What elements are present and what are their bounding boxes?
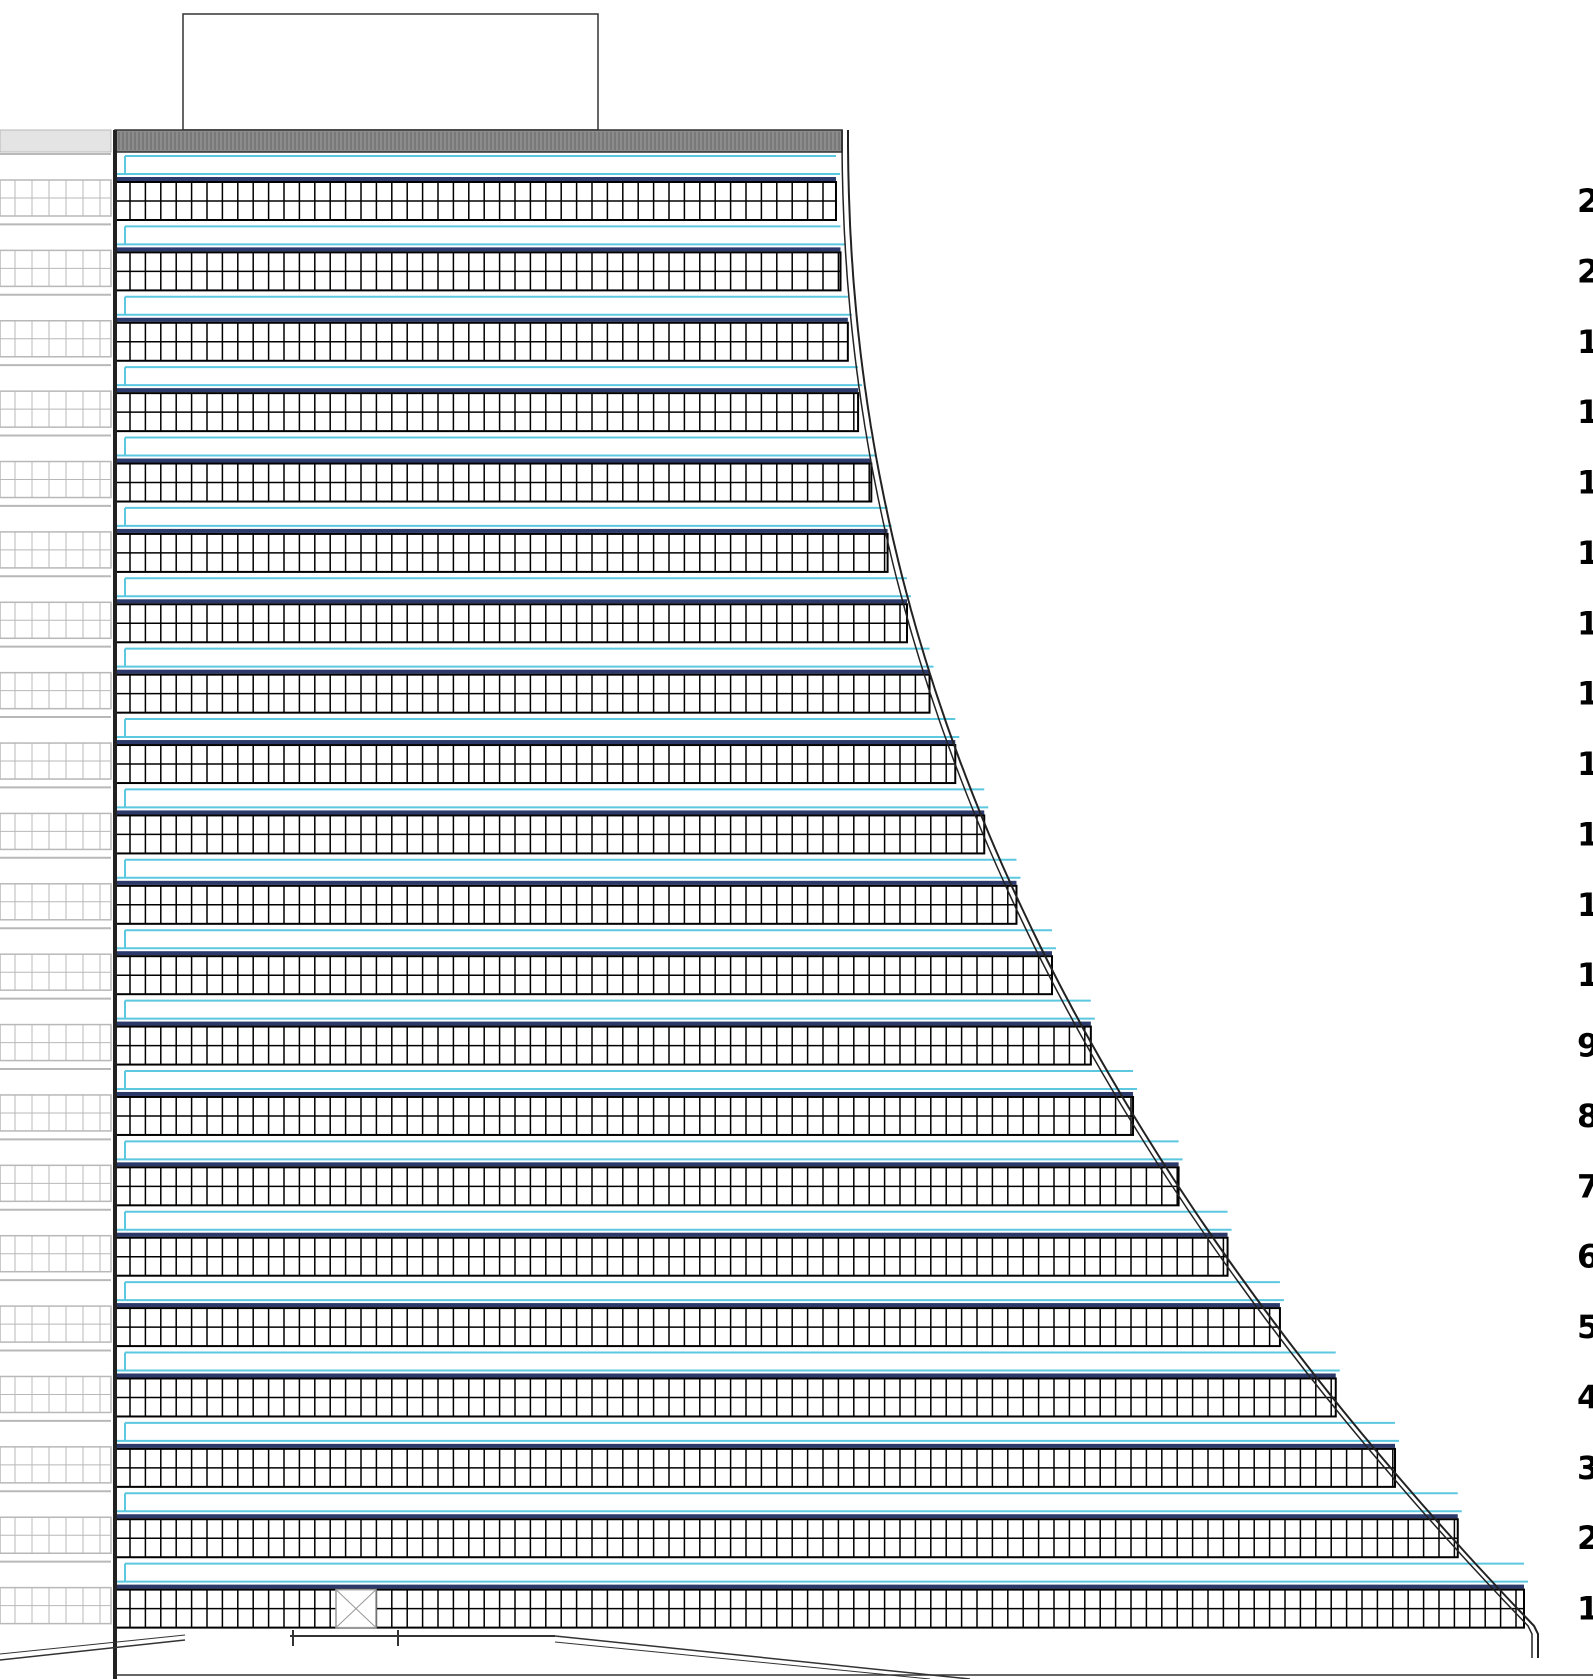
floor-slab: [115, 1232, 1228, 1237]
floor-slab: [115, 1091, 1134, 1096]
facade-curve-outer: [847, 130, 1539, 1658]
ground-line-right: [554, 1641, 931, 1679]
adjacent-building: [0, 129, 112, 1625]
floor-slab: [115, 669, 930, 674]
floor-slab: [115, 1584, 1524, 1589]
floor-slab: [115, 740, 956, 745]
floor-labels: 2 2 1 1 1 1 1 1 1 1 1 1 9 8 7 6 5 4 3 2 1: [1577, 182, 1593, 1628]
floor-slab: [115, 1443, 1396, 1448]
floor-label: 1: [1577, 745, 1593, 783]
floor-label: 1: [1577, 886, 1593, 924]
floor-slab: [115, 1514, 1458, 1519]
floor-label: 1: [1577, 604, 1593, 642]
facade-curve-inner: [841, 130, 1533, 1658]
floor-label: 9: [1577, 1027, 1593, 1065]
floor-slab: [115, 1373, 1336, 1378]
door-cross: [335, 1589, 377, 1628]
floor-slab: [115, 458, 872, 463]
floor-label: 2: [1577, 1519, 1593, 1557]
floor-slab: [115, 951, 1052, 956]
floor-slab: [115, 388, 859, 393]
floor-slab: [115, 177, 836, 181]
floor-slab: [115, 880, 1017, 885]
tower-facade: [0, 13, 1593, 1679]
floor-slab: [115, 599, 907, 604]
floor-slab: [115, 528, 888, 533]
ground-line-right: [554, 1635, 971, 1679]
floor-slab: [115, 1021, 1091, 1026]
neighbor-roof: [0, 129, 112, 153]
floor-label: 1: [1577, 464, 1593, 502]
floor-slab: [115, 1303, 1280, 1308]
floor-slab: [115, 247, 841, 252]
floor-label: 4: [1577, 1378, 1593, 1416]
floor-label: 2: [1577, 252, 1593, 290]
roof-structure: [182, 13, 599, 131]
ground-line-left: [0, 1634, 186, 1655]
floor-slab: [115, 1162, 1179, 1167]
floor-label: 8: [1577, 1097, 1593, 1135]
floor-label: 7: [1577, 1167, 1593, 1205]
ground-line-left: [0, 1639, 186, 1661]
floor-label: 2: [1577, 182, 1593, 220]
floor-label: 1: [1577, 1590, 1593, 1628]
floor-label: 1: [1577, 393, 1593, 431]
tower-body: [115, 130, 1538, 1630]
floor-label: 5: [1577, 1308, 1593, 1346]
floor-label: 1: [1577, 815, 1593, 853]
floor-label: 1: [1577, 675, 1593, 713]
floor-label: 1: [1577, 956, 1593, 994]
floor-label: 6: [1577, 1238, 1593, 1276]
floor-label: 3: [1577, 1449, 1593, 1487]
floor-slab: [115, 317, 848, 322]
floor-label: 1: [1577, 323, 1593, 361]
floor-slab: [115, 810, 985, 815]
floor-label: 1: [1577, 534, 1593, 572]
